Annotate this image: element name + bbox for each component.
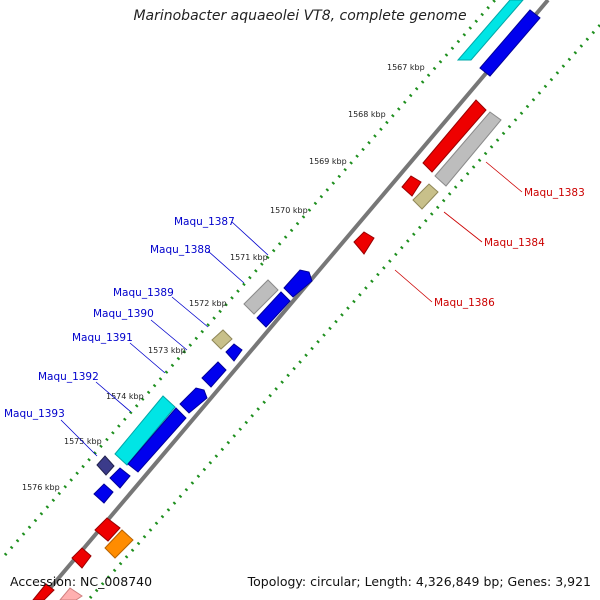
cds-feature-blue[interactable] bbox=[179, 387, 208, 414]
gene-label[interactable]: Maqu_1389 bbox=[113, 287, 174, 299]
cds-feature-olive[interactable] bbox=[412, 183, 439, 210]
leader-line bbox=[443, 211, 483, 243]
cds-feature-red[interactable] bbox=[353, 231, 375, 255]
gene-label[interactable]: Maqu_1388 bbox=[150, 244, 211, 256]
gene-label[interactable]: Maqu_1386 bbox=[434, 297, 495, 309]
cds-feature-blue[interactable] bbox=[109, 467, 131, 489]
gene-label[interactable]: Maqu_1384 bbox=[484, 237, 545, 249]
cds-feature-red[interactable] bbox=[32, 583, 55, 600]
kbp-label: 1567 kbp bbox=[387, 63, 425, 72]
topology-text: Topology: circular; Length: 4,326,849 bp… bbox=[247, 574, 591, 589]
cds-feature-cyan[interactable] bbox=[456, 0, 524, 61]
cds-feature-red[interactable] bbox=[401, 175, 422, 197]
cds-feature-red[interactable] bbox=[422, 99, 487, 173]
cds-feature-pink[interactable] bbox=[59, 587, 83, 600]
kbp-label: 1573 kbp bbox=[148, 346, 186, 355]
leader-line bbox=[394, 269, 433, 303]
cds-feature-blue[interactable] bbox=[479, 9, 541, 77]
cds-feature-grey[interactable] bbox=[434, 111, 502, 187]
leader-line bbox=[150, 319, 188, 351]
leader-line bbox=[231, 221, 269, 256]
kbp-label: 1574 kbp bbox=[106, 392, 144, 401]
kbp-label: 1571 kbp bbox=[230, 253, 268, 262]
cds-feature-blue[interactable] bbox=[256, 291, 291, 328]
leader-line bbox=[485, 161, 523, 193]
map-title: Marinobacter aquaeolei VT8, complete gen… bbox=[133, 8, 467, 24]
kbp-label: 1568 kbp bbox=[348, 110, 386, 119]
accession-text: Accession: NC_008740 bbox=[10, 574, 153, 589]
leader-line bbox=[95, 381, 132, 413]
gene-label[interactable]: Maqu_1392 bbox=[38, 371, 99, 383]
cds-feature-orange[interactable] bbox=[104, 529, 134, 559]
cds-feature-grey[interactable] bbox=[243, 279, 279, 315]
gene-label[interactable]: Maqu_1387 bbox=[174, 216, 235, 228]
leader-line bbox=[171, 296, 209, 328]
leader-line bbox=[207, 250, 245, 284]
gene-label[interactable]: Maqu_1393 bbox=[4, 408, 65, 420]
cds-feature-olive[interactable] bbox=[211, 329, 233, 350]
cds-feature-blue[interactable] bbox=[127, 407, 187, 473]
kbp-label: 1569 kbp bbox=[309, 157, 347, 166]
leader-line bbox=[129, 342, 166, 374]
gene-label[interactable]: Maqu_1383 bbox=[524, 187, 585, 199]
cds-feature-red[interactable] bbox=[94, 517, 121, 542]
cds-feature-blue[interactable] bbox=[225, 343, 243, 362]
kbp-label: 1576 kbp bbox=[22, 483, 60, 492]
outer-tick-track bbox=[3, 0, 497, 556]
leader-line bbox=[60, 419, 98, 457]
cds-feature-blue[interactable] bbox=[283, 269, 313, 298]
cds-feature-cyan[interactable] bbox=[114, 395, 176, 466]
genome-backbone bbox=[38, 0, 550, 600]
cds-feature-navy[interactable] bbox=[96, 455, 115, 476]
gene-label[interactable]: Maqu_1390 bbox=[93, 308, 154, 320]
cds-feature-red[interactable] bbox=[71, 547, 92, 569]
kbp-label: 1570 kbp bbox=[270, 206, 308, 215]
gene-label[interactable]: Maqu_1391 bbox=[72, 332, 133, 344]
cds-feature-blue[interactable] bbox=[201, 361, 227, 388]
kbp-label: 1572 kbp bbox=[189, 299, 227, 308]
cds-feature-blue[interactable] bbox=[93, 483, 114, 504]
inner-tick-track bbox=[88, 24, 600, 599]
